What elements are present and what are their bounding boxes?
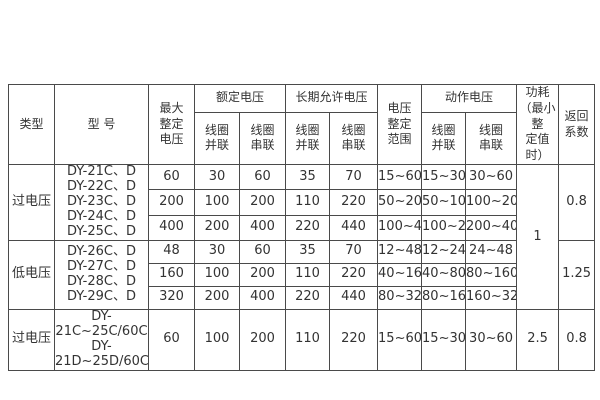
value-cell: 30~60	[465, 164, 518, 191]
value-cell: 100	[194, 189, 240, 216]
value-cell: 200	[238, 262, 287, 287]
value-cell: 110	[285, 308, 331, 371]
value-cell: 400	[238, 214, 287, 241]
value-cell: 440	[329, 214, 379, 241]
table-row: 低电压 DY-26C、D DY-27C、D DY-28C、D DY-29C、D …	[8, 239, 596, 310]
value-cell: 12~48	[377, 239, 423, 264]
return-coeff-cell: 1.25	[558, 239, 596, 310]
value-cell: 40~80	[421, 262, 467, 287]
value-cell: 220	[329, 308, 379, 371]
value-cell: 80~160	[421, 285, 467, 310]
type-cell: 过电压	[8, 308, 55, 371]
value-cell: 24~48	[465, 239, 518, 264]
type-cell: 低电压	[8, 239, 55, 310]
value-cell: 15~30	[421, 164, 467, 191]
value-cell: 400	[238, 285, 287, 310]
model-cell: DY-26C、D DY-27C、D DY-28C、D DY-29C、D	[54, 239, 149, 310]
type-cell: 过电压	[8, 164, 55, 241]
power-cell: 2.5	[516, 308, 560, 371]
value-cell: 50~200	[377, 189, 423, 216]
header-operate-voltage: 动作电压	[421, 84, 518, 113]
table-row: 320 200 400 220 440 80~320 80~160 160~32…	[9, 285, 595, 310]
value-cell: 15~60	[377, 308, 423, 371]
header-setting-range: 电压 整定 范围	[377, 83, 423, 166]
value-cell: 200	[148, 189, 195, 216]
spec-table: 类型 型 号 最大 整定 电压 额定电压 长期允许电压 电压 整定 范围 动作电…	[8, 83, 596, 371]
value-cell: 320	[148, 285, 195, 310]
value-cell: 400	[148, 214, 195, 241]
return-coeff-cell: 0.8	[558, 164, 596, 241]
subheader-coil-series: 线圈 串联	[329, 111, 379, 166]
value-cell: 50~100	[421, 189, 467, 216]
value-cell: 160~320	[465, 285, 518, 310]
subheader-coil-series: 线圈 串联	[238, 111, 287, 166]
value-cell: 100~200	[421, 214, 467, 241]
table-row: 200 100 200 110 220 50~200 50~100 100~20…	[9, 189, 595, 216]
value-cell: 15~30	[421, 308, 467, 371]
header-type: 类型	[8, 83, 55, 166]
header-max-setting-voltage: 最大 整定 电压	[148, 83, 195, 166]
value-cell: 200~400	[465, 214, 518, 241]
power-cell: 1	[516, 164, 560, 310]
value-cell: 100	[194, 308, 240, 371]
value-cell: 70	[329, 239, 379, 264]
model-cell: DY-21C~25C/60C DY-21D~25D/60C	[54, 308, 149, 371]
value-cell: 70	[329, 164, 379, 191]
model-cell: DY-21C、D DY-22C、D DY-23C、D DY-24C、D DY-2…	[54, 164, 149, 241]
value-cell: 40~160	[377, 262, 423, 287]
table-row: 400 200 400 220 440 100~400 100~200 200~…	[9, 214, 595, 241]
value-cell: 220	[285, 214, 331, 241]
subheader-coil-parallel: 线圈 并联	[194, 111, 240, 166]
value-cell: 30~60	[465, 308, 518, 371]
value-cell: 440	[329, 285, 379, 310]
subheader-coil-series: 线圈 串联	[465, 111, 518, 166]
value-cell: 80~320	[377, 285, 423, 310]
value-cell: 220	[329, 189, 379, 216]
subheader-coil-parallel: 线圈 并联	[421, 111, 467, 166]
value-cell: 48	[148, 239, 195, 264]
value-cell: 100~400	[377, 214, 423, 241]
value-cell: 200	[238, 308, 287, 371]
return-coeff-cell: 0.8	[558, 308, 596, 371]
value-cell: 220	[329, 262, 379, 287]
value-cell: 12~24	[421, 239, 467, 264]
value-cell: 60	[238, 239, 287, 264]
value-cell: 60	[148, 164, 195, 191]
value-cell: 80~160	[465, 262, 518, 287]
value-cell: 30	[194, 164, 240, 191]
value-cell: 110	[285, 262, 331, 287]
header-longterm-voltage: 长期允许电压	[285, 84, 379, 113]
value-cell: 100~200	[465, 189, 518, 216]
value-cell: 35	[285, 164, 331, 191]
header-rated-voltage: 额定电压	[193, 84, 287, 113]
value-cell: 200	[238, 189, 287, 216]
value-cell: 160	[148, 262, 195, 287]
value-cell: 60	[238, 164, 287, 191]
value-cell: 200	[194, 214, 240, 241]
value-cell: 60	[148, 308, 195, 371]
table-row: 过电压 DY-21C~25C/60C DY-21D~25D/60C 60 100…	[8, 308, 596, 371]
value-cell: 200	[194, 285, 240, 310]
value-cell: 220	[285, 285, 331, 310]
header-model: 型 号	[54, 83, 149, 166]
table-row: 过电压 DY-21C、D DY-22C、D DY-23C、D DY-24C、D …	[8, 164, 596, 310]
header-power: 功耗 （最小整 定值时）	[516, 83, 560, 166]
header-return-coeff: 返回 系数	[558, 83, 596, 166]
value-cell: 35	[285, 239, 331, 264]
table-row: 160 100 200 110 220 40~160 40~80 80~160	[9, 262, 595, 287]
value-cell: 15~60	[377, 164, 423, 191]
value-cell: 100	[194, 262, 240, 287]
value-cell: 30	[194, 239, 240, 264]
value-cell: 110	[285, 189, 331, 216]
subheader-coil-parallel: 线圈 并联	[285, 111, 331, 166]
